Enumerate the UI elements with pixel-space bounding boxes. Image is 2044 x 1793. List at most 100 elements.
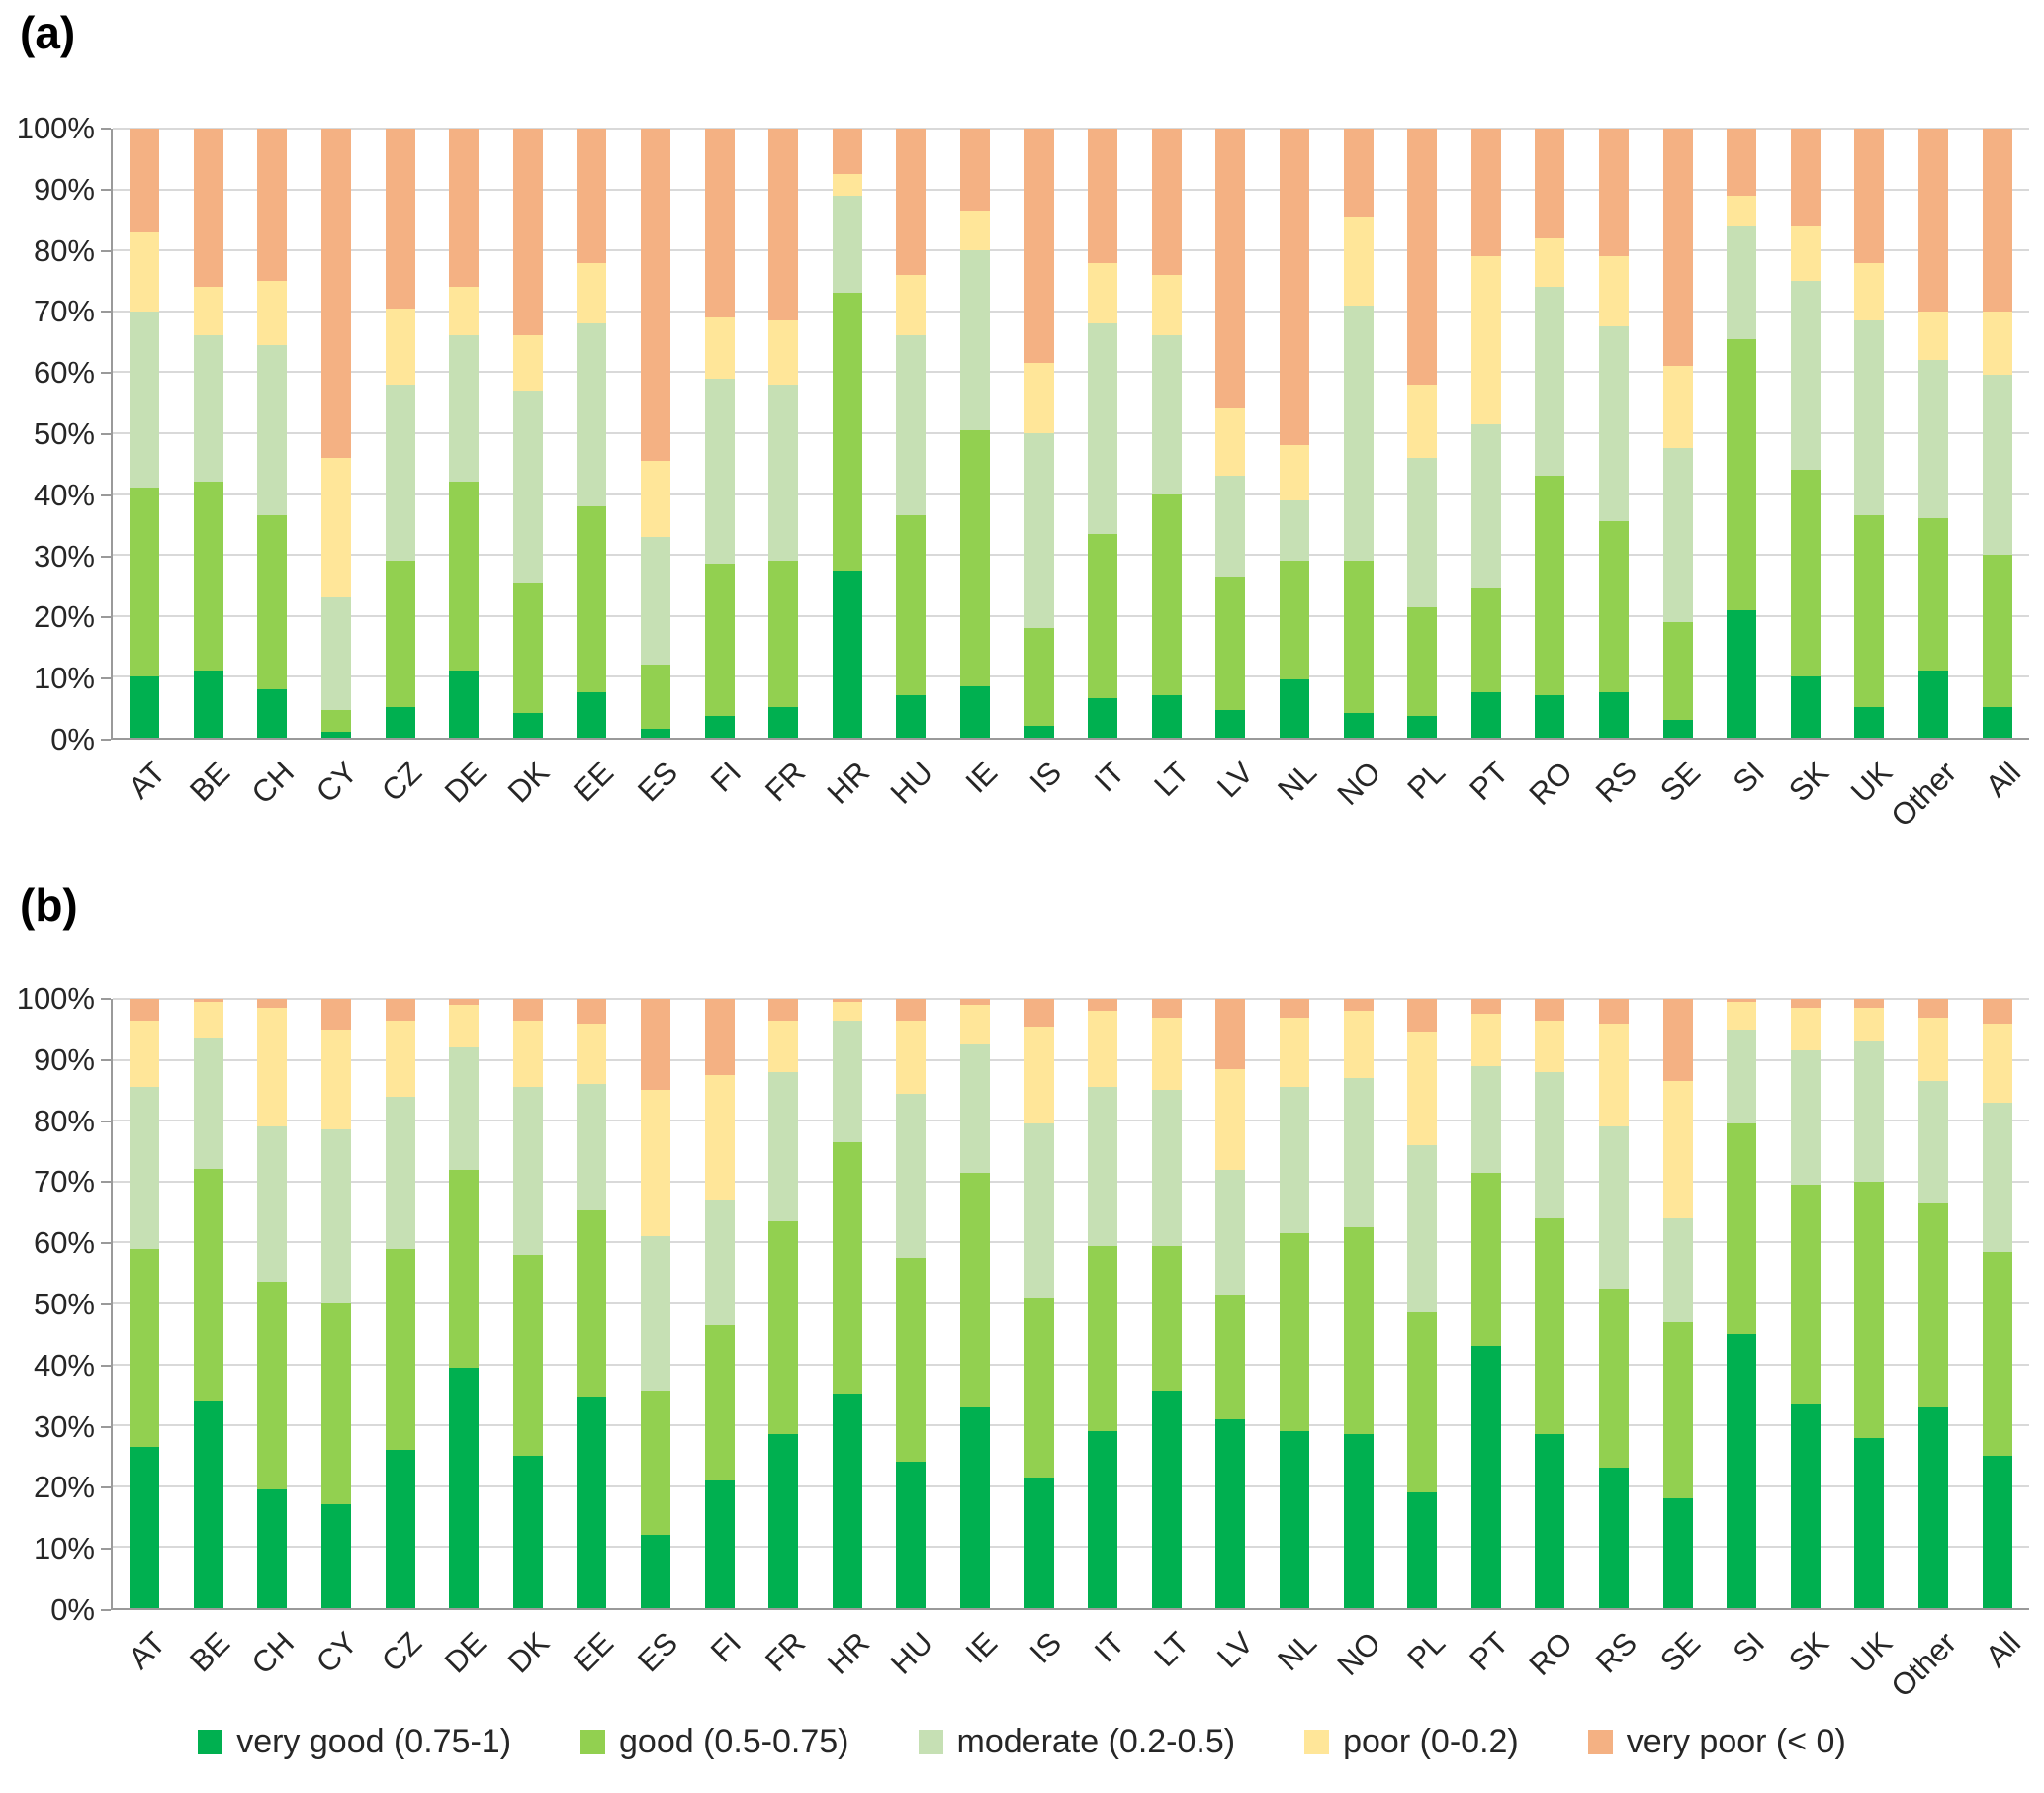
bar-segment-very-good-0-75-1 xyxy=(1407,1491,1438,1608)
y-axis-tick-label: 30% xyxy=(33,1408,95,1444)
bar-segment-good-0-5-0-75 xyxy=(704,1324,735,1480)
gridline xyxy=(113,1241,2029,1244)
gridline xyxy=(113,493,2029,495)
bar-segment-good-0-5-0-75 xyxy=(512,582,543,714)
bar-segment-moderate-0-2-0-5 xyxy=(1854,1041,1885,1182)
bar-segment-moderate-0-2-0-5 xyxy=(1598,1126,1629,1289)
stacked-bar xyxy=(1535,999,1565,1608)
stacked-bar xyxy=(257,999,288,1608)
stacked-bar xyxy=(321,999,352,1608)
bar-segment-moderate-0-2-0-5 xyxy=(1151,1090,1182,1246)
bar-segment-very-good-0-75-1 xyxy=(1151,694,1182,738)
bar-be xyxy=(177,129,241,738)
bar-segment-very-good-0-75-1 xyxy=(1088,1431,1118,1608)
y-axis-tick-label: 20% xyxy=(33,599,95,635)
bar-segment-moderate-0-2-0-5 xyxy=(1023,433,1054,629)
bar-segment-poor-0-0-2 xyxy=(577,1023,607,1085)
bar-segment-very-good-0-75-1 xyxy=(1982,1456,2012,1608)
legend-swatch xyxy=(1304,1730,1330,1754)
bar-ie xyxy=(943,129,1008,738)
stacked-bar xyxy=(768,999,799,1608)
bar-segment-poor-0-0-2 xyxy=(1407,384,1438,458)
bar-segment-moderate-0-2-0-5 xyxy=(321,1129,352,1304)
bar-segment-very-good-0-75-1 xyxy=(1854,1437,1885,1608)
y-axis-tick xyxy=(101,128,111,130)
bar-segment-very-poor-0 xyxy=(1407,999,1438,1032)
bar-nl xyxy=(1263,129,1327,738)
bar-segment-good-0-5-0-75 xyxy=(704,564,735,717)
bar-segment-poor-0-0-2 xyxy=(321,457,352,598)
bar-segment-moderate-0-2-0-5 xyxy=(1088,1087,1118,1246)
bar-segment-very-good-0-75-1 xyxy=(1917,1406,1948,1608)
bar-segment-very-poor-0 xyxy=(896,129,927,275)
stacked-bar xyxy=(1343,129,1374,738)
bar-segment-good-0-5-0-75 xyxy=(960,1172,991,1407)
bar-segment-good-0-5-0-75 xyxy=(768,1220,799,1435)
bar-segment-good-0-5-0-75 xyxy=(1535,476,1565,695)
gridline xyxy=(113,128,2029,130)
y-axis-tick-label: 80% xyxy=(33,1103,95,1138)
stacked-bar xyxy=(577,129,607,738)
stacked-bar xyxy=(1598,999,1629,1608)
bar-segment-poor-0-0-2 xyxy=(1343,1011,1374,1079)
bar-segment-good-0-5-0-75 xyxy=(385,1248,415,1450)
bar-segment-good-0-5-0-75 xyxy=(1407,606,1438,717)
bar-segment-good-0-5-0-75 xyxy=(1854,515,1885,708)
bar-segment-very-good-0-75-1 xyxy=(1215,1419,1246,1608)
y-axis-tick-label: 30% xyxy=(33,538,95,574)
stacked-bar xyxy=(1854,999,1885,1608)
y-axis-tick-label: 60% xyxy=(33,355,95,391)
bar-segment-moderate-0-2-0-5 xyxy=(193,1038,223,1170)
bar-segment-poor-0-0-2 xyxy=(832,174,862,196)
bar-segment-moderate-0-2-0-5 xyxy=(449,1047,480,1170)
bar-segment-poor-0-0-2 xyxy=(1343,217,1374,306)
bar-segment-good-0-5-0-75 xyxy=(1790,469,1821,677)
bar-segment-very-poor-0 xyxy=(1854,999,1885,1009)
gridline xyxy=(113,1484,2029,1487)
bar-segment-moderate-0-2-0-5 xyxy=(1088,323,1118,534)
bar-segment-good-0-5-0-75 xyxy=(896,1257,927,1463)
gridline xyxy=(113,1302,2029,1304)
bar-hr xyxy=(816,999,880,1608)
stacked-bar xyxy=(1470,999,1501,1608)
bar-cy xyxy=(305,129,369,738)
stacked-bar xyxy=(1407,999,1438,1608)
bar-segment-poor-0-0-2 xyxy=(896,274,927,336)
legend-item-poor-0-0-2: poor (0-0.2) xyxy=(1304,1723,1519,1761)
gridline xyxy=(113,1180,2029,1183)
bar-uk xyxy=(1837,999,1902,1608)
bar-segment-moderate-0-2-0-5 xyxy=(385,1096,415,1249)
gridline xyxy=(113,998,2029,1000)
bar-segment-very-good-0-75-1 xyxy=(704,1479,735,1608)
bar-segment-poor-0-0-2 xyxy=(704,316,735,379)
gridline xyxy=(113,614,2029,617)
bar-segment-poor-0-0-2 xyxy=(1407,1031,1438,1145)
bar-segment-poor-0-0-2 xyxy=(385,1020,415,1097)
stacked-bar xyxy=(512,999,543,1608)
bar-segment-moderate-0-2-0-5 xyxy=(130,1087,160,1249)
stacked-bar xyxy=(832,129,862,738)
bar-segment-good-0-5-0-75 xyxy=(1598,521,1629,692)
gridline xyxy=(113,1546,2029,1549)
stacked-bar xyxy=(512,129,543,738)
bar-segment-moderate-0-2-0-5 xyxy=(1407,1144,1438,1313)
bar-segment-poor-0-0-2 xyxy=(641,460,671,537)
bar-segment-very-good-0-75-1 xyxy=(1343,713,1374,738)
bar-segment-poor-0-0-2 xyxy=(1917,311,1948,361)
bar-segment-very-good-0-75-1 xyxy=(1279,679,1309,738)
bar-ee xyxy=(560,129,624,738)
stacked-bar xyxy=(1407,129,1438,738)
stacked-bar xyxy=(1343,999,1374,1608)
gridline xyxy=(113,1120,2029,1122)
chart-b-plot-area xyxy=(111,998,2029,1610)
bar-segment-very-poor-0 xyxy=(1535,999,1565,1021)
stacked-bar xyxy=(1727,129,1757,738)
stacked-bar xyxy=(130,999,160,1608)
bar-segment-very-poor-0 xyxy=(1917,129,1948,312)
bar-ro xyxy=(1518,999,1582,1608)
bar-segment-poor-0-0-2 xyxy=(1790,1008,1821,1051)
legend-item-moderate-0-2-0-5: moderate (0.2-0.5) xyxy=(918,1723,1235,1761)
bar-segment-very-good-0-75-1 xyxy=(257,688,288,738)
bar-segment-very-good-0-75-1 xyxy=(512,713,543,738)
bar-segment-very-good-0-75-1 xyxy=(130,1446,160,1608)
